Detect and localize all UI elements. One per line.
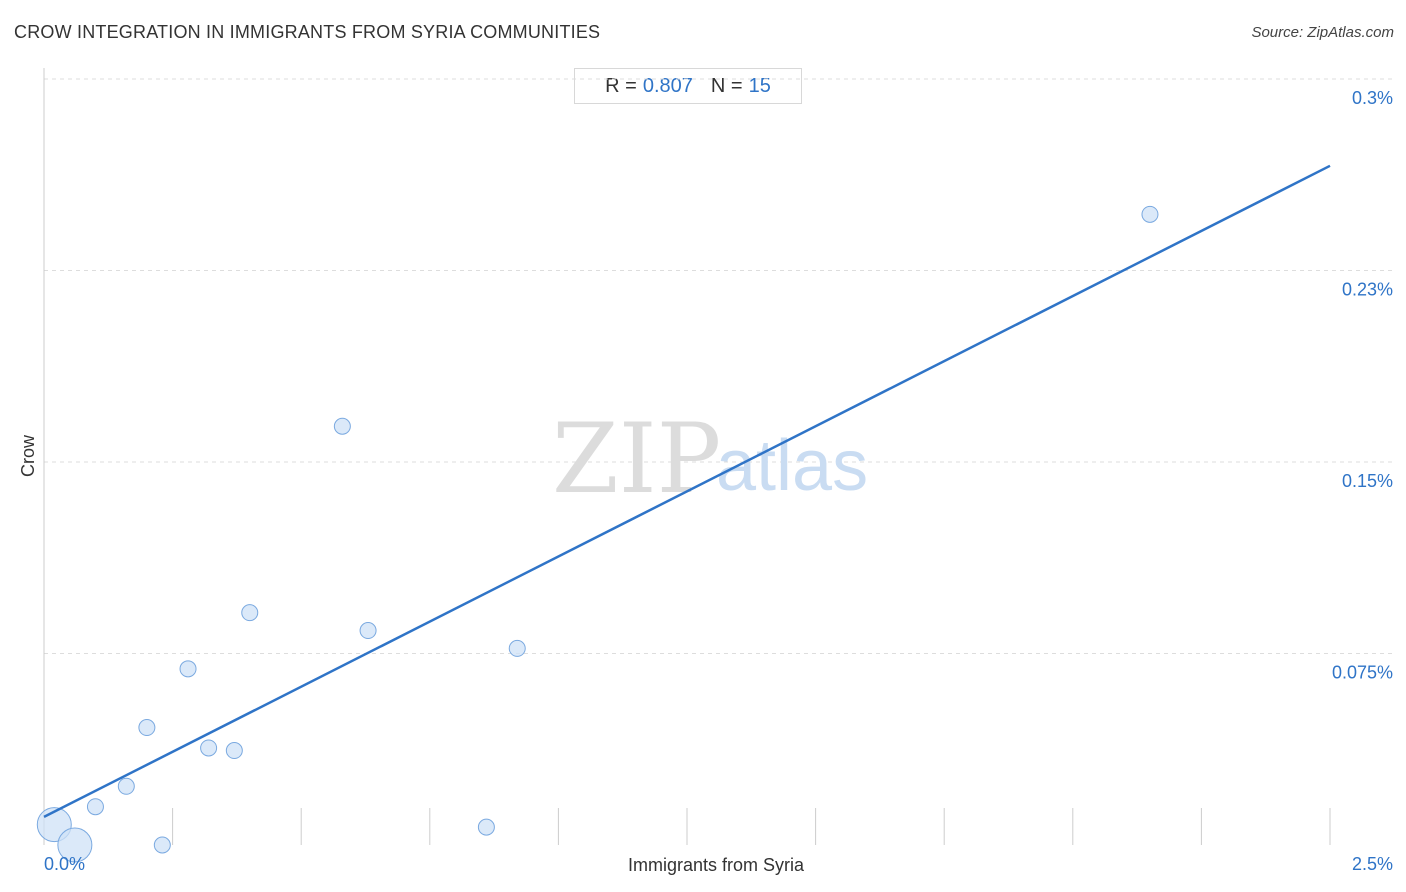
y-tick-label: 0.3% bbox=[1352, 88, 1393, 108]
source-credit: Source: ZipAtlas.com bbox=[1251, 24, 1394, 41]
y-tick-label: 0.15% bbox=[1342, 471, 1393, 491]
data-point[interactable] bbox=[86, 798, 104, 816]
data-point[interactable] bbox=[477, 818, 495, 836]
data-point[interactable] bbox=[57, 827, 93, 863]
data-point[interactable] bbox=[1141, 205, 1159, 223]
trendline-group bbox=[43, 164, 1331, 819]
y-tick-label: 0.075% bbox=[1332, 663, 1393, 683]
trendline bbox=[43, 164, 1331, 819]
x-tick-label: 0.0% bbox=[44, 854, 85, 874]
data-point[interactable] bbox=[241, 604, 259, 622]
data-point[interactable] bbox=[179, 660, 197, 678]
x-axis-ticks bbox=[172, 808, 1331, 845]
x-tick-labels: 0.0% 2.5% bbox=[44, 854, 1393, 874]
gridlines bbox=[44, 78, 1392, 654]
y-tick-label: 0.23% bbox=[1342, 280, 1393, 300]
y-axis-label: Crow bbox=[18, 434, 38, 477]
data-point[interactable] bbox=[200, 739, 218, 757]
y-tick-labels: 0.3% 0.23% 0.15% 0.075% bbox=[1332, 88, 1393, 683]
data-point[interactable] bbox=[333, 417, 351, 435]
data-points bbox=[36, 205, 1159, 863]
data-point[interactable] bbox=[225, 742, 243, 760]
data-point[interactable] bbox=[117, 777, 135, 795]
watermark-zip: ZIP bbox=[552, 403, 721, 515]
x-axis-label: Immigrants from Syria bbox=[628, 855, 805, 875]
data-point[interactable] bbox=[153, 836, 171, 854]
stats-box: R = 0.807 N = 15 bbox=[574, 68, 802, 104]
r-value: 0.807 bbox=[642, 74, 693, 97]
chart-title: CROW INTEGRATION IN IMMIGRANTS FROM SYRI… bbox=[14, 22, 601, 42]
data-point[interactable] bbox=[138, 719, 156, 737]
n-label: N = bbox=[710, 74, 743, 97]
data-point[interactable] bbox=[359, 622, 377, 640]
r-label: R = bbox=[605, 74, 637, 97]
data-point[interactable] bbox=[508, 639, 526, 657]
x-tick-label: 2.5% bbox=[1352, 854, 1393, 874]
n-value: 15 bbox=[748, 74, 771, 97]
